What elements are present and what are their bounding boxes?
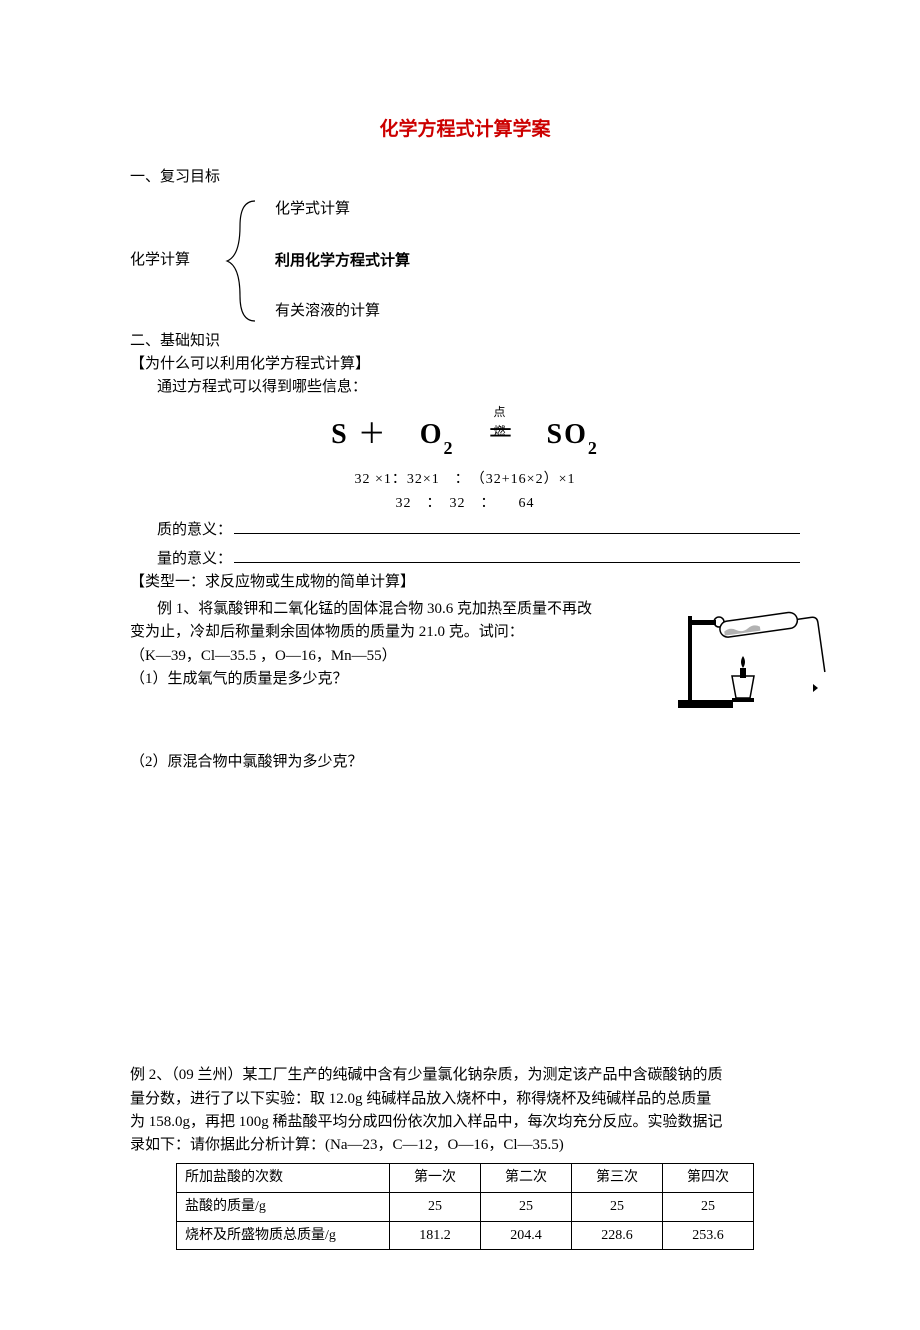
blank-line [234,547,800,563]
section-1-heading: 一、复习目标 [130,166,800,189]
table-row: 盐酸的质量/g 25 25 25 25 [177,1192,754,1221]
example-2-line: 例 2、（09 兰州）某工厂生产的纯碱中含有少量氯化钠杂质，为测定该产品中含碳酸… [130,1064,800,1087]
table-cell: 25 [572,1192,663,1221]
branch-item: 利用化学方程式计算 [275,247,410,274]
eq-product-1: SO [547,419,588,450]
branch-item: 有关溶液的计算 [275,298,410,325]
table-cell: 25 [663,1192,754,1221]
eq-condition: 点燃 [493,403,507,440]
example-1: 例 1、将氯酸钾和二氧化锰的固体混合物 30.6 克加热至质量不再改 变为止，冷… [130,598,800,691]
table-header: 第四次 [663,1164,754,1193]
example-2-line: 量分数，进行了以下实验：取 12.0g 纯碱样品放入烧杯中，称得烧杯及纯碱样品的… [130,1088,800,1111]
apparatus-diagram-icon [670,598,830,718]
table-header: 第一次 [390,1164,481,1193]
eq-sub: 2 [588,438,599,458]
example-1-line: （K―39，Cl―35.5 ，O―16，Mn―55） [130,645,620,668]
type-1-heading: 【类型一：求反应物或生成物的简单计算】 [130,571,800,594]
table-cell: 25 [481,1192,572,1221]
table-header: 第三次 [572,1164,663,1193]
example-1-q2: （2）原混合物中氯酸钾为多少克？ [130,751,800,774]
table-header: 所加盐酸的次数 [177,1164,390,1193]
ratio-line-1: 32 ×1：32×1 ： （32+16×2）×1 [130,469,800,491]
example-1-line: （1）生成氧气的质量是多少克？ [130,668,620,691]
branch-diagram: 化学计算 化学式计算 利用化学方程式计算 有关溶液的计算 [130,194,800,328]
table-row: 烧杯及所盛物质总质量/g 181.2 204.4 228.6 253.6 [177,1221,754,1250]
fill-1-label: 质的意义： [157,519,232,542]
example-2-line: 为 158.0g，再把 100g 稀盐酸平均分成四份依次加入样品中，每次均充分反… [130,1111,800,1134]
table-cell: 253.6 [663,1221,754,1250]
example-2-line: 录如下：请你据此分析计算：(Na―23，C―12，O―16，Cl―35.5) [130,1134,800,1157]
section-2-heading: 二、基础知识 [130,330,800,353]
plus-sign: ＋ [358,419,388,450]
eq-reactant-2: O [420,419,444,450]
example-1-line: 例 1、将氯酸钾和二氧化锰的固体混合物 30.6 克加热至质量不再改 [130,598,620,621]
blank-line [234,518,800,534]
table-header-row: 所加盐酸的次数 第一次 第二次 第三次 第四次 [177,1164,754,1193]
table-cell: 204.4 [481,1221,572,1250]
chemical-equation: S ＋ O2 点燃 ＝ SO2 [130,413,800,458]
fill-in-2: 量的意义： [130,547,800,571]
branch-item: 化学式计算 [275,196,410,223]
table-cell: 228.6 [572,1221,663,1250]
fill-in-1: 质的意义： [130,518,800,542]
why-sub: 通过方程式可以得到哪些信息： [130,376,800,399]
eq-sub: 2 [444,438,455,458]
table-header: 第二次 [481,1164,572,1193]
table-cell: 25 [390,1192,481,1221]
page-title: 化学方程式计算学案 [130,115,800,144]
fill-2-label: 量的意义： [157,548,232,571]
branch-root-label: 化学计算 [130,249,215,272]
table-cell: 181.2 [390,1221,481,1250]
eq-reactant-1: S [331,419,349,450]
curly-brace-icon [215,196,275,326]
why-heading: 【为什么可以利用化学方程式计算】 [130,353,800,376]
table-cell: 烧杯及所盛物质总质量/g [177,1221,390,1250]
ratio-line-2: 32 ： 32 ： 64 [130,493,800,515]
table-cell: 盐酸的质量/g [177,1192,390,1221]
example-1-line: 变为止，冷却后称量剩余固体物质的质量为 21.0 克。试问： [130,621,620,644]
experiment-data-table: 所加盐酸的次数 第一次 第二次 第三次 第四次 盐酸的质量/g 25 25 25… [176,1163,754,1250]
ratio-block: 32 ×1：32×1 ： （32+16×2）×1 32 ： 32 ： 64 [130,469,800,514]
